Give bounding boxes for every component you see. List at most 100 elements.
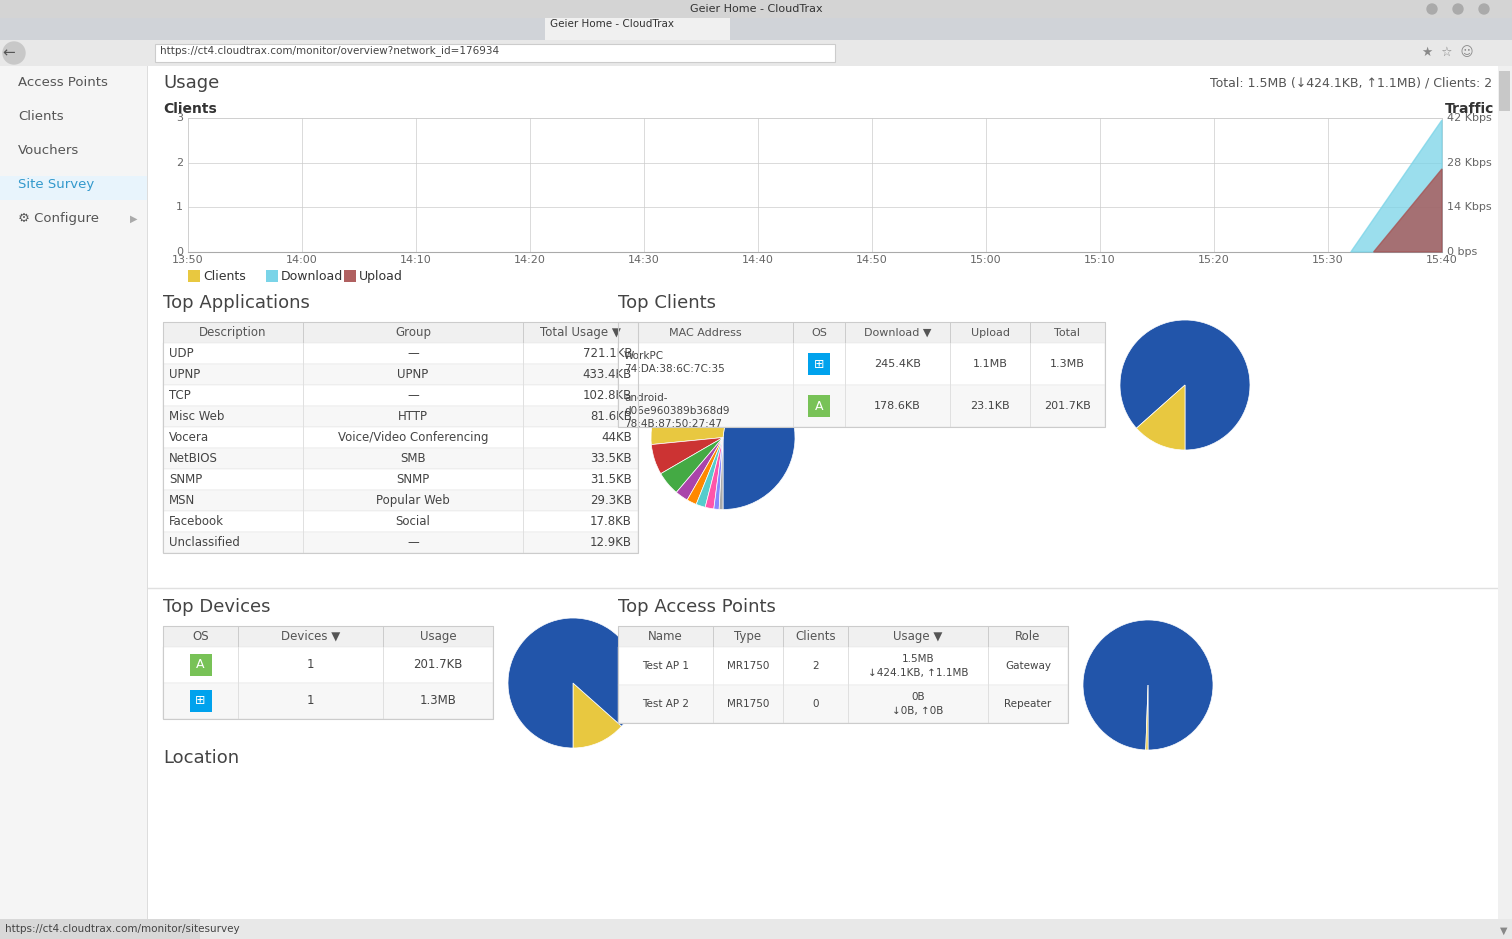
Wedge shape [652,365,733,444]
Text: 2: 2 [175,158,183,168]
Circle shape [3,42,26,64]
Text: 3: 3 [175,113,183,123]
Bar [187,118,1442,252]
Text: 15:10: 15:10 [1084,255,1116,265]
Text: 23.1KB: 23.1KB [971,401,1010,411]
Text: Social: Social [396,515,431,528]
Text: Voice/Video Conferencing: Voice/Video Conferencing [337,431,488,444]
Wedge shape [508,618,638,748]
Text: 1: 1 [307,658,314,671]
Wedge shape [1120,320,1250,450]
Text: ↓0B, ↑0B: ↓0B, ↑0B [892,706,943,716]
Circle shape [1479,4,1489,14]
Text: Geier Home - CloudTrax: Geier Home - CloudTrax [550,19,674,29]
Text: Clients: Clients [163,102,216,116]
Text: 0: 0 [175,247,183,257]
Text: Facebook: Facebook [169,515,224,528]
Text: 15:30: 15:30 [1312,255,1344,265]
Bar [618,322,1105,343]
Text: Group: Group [395,326,431,339]
Text: ▶: ▶ [130,214,138,224]
Text: 14:50: 14:50 [856,255,888,265]
Bar [163,322,638,553]
Text: Download: Download [281,270,343,283]
Text: OS: OS [192,630,209,643]
Text: 1.3MB: 1.3MB [419,695,457,707]
Bar [544,18,730,40]
Bar [0,176,147,200]
Bar [163,364,638,385]
Text: OS: OS [810,328,827,337]
Text: 29.3KB: 29.3KB [590,494,632,507]
Text: 74:DA:38:6C:7C:35: 74:DA:38:6C:7C:35 [624,364,724,374]
Text: Top Clients: Top Clients [618,294,717,312]
Text: 1.5MB: 1.5MB [901,654,934,664]
Text: 28 Kbps: 28 Kbps [1447,158,1492,168]
Text: 14:10: 14:10 [401,255,432,265]
Text: Clients: Clients [18,110,64,123]
Text: Top Applications: Top Applications [163,294,310,312]
Bar [0,66,148,939]
Bar [0,0,1512,18]
Wedge shape [652,438,723,473]
Text: Gateway: Gateway [1005,661,1051,671]
Bar [345,270,355,282]
Text: 0B: 0B [912,692,925,702]
Text: Total: Total [1054,328,1081,337]
Wedge shape [686,438,723,504]
Wedge shape [1083,620,1213,750]
Text: SNMP: SNMP [169,473,203,486]
Bar [163,448,638,469]
Text: 201.7KB: 201.7KB [1045,401,1090,411]
Text: Test AP 2: Test AP 2 [643,699,689,709]
Text: 42 Kbps: 42 Kbps [1447,113,1492,123]
Circle shape [1453,4,1464,14]
Text: 1.1MB: 1.1MB [972,359,1007,369]
Text: Traffic: Traffic [1444,102,1494,116]
Text: Misc Web: Misc Web [169,410,224,423]
Wedge shape [676,438,723,500]
Text: 14 Kbps: 14 Kbps [1447,202,1492,212]
Wedge shape [705,438,723,509]
Text: 178.6KB: 178.6KB [874,401,921,411]
Text: —: — [407,347,419,360]
Bar [163,385,638,406]
Wedge shape [723,366,795,510]
Text: android-: android- [624,393,667,403]
Text: 15:00: 15:00 [971,255,1002,265]
Wedge shape [1137,385,1185,450]
Bar [163,532,638,553]
Text: Clients: Clients [795,630,836,643]
Wedge shape [714,438,723,509]
Bar [163,322,638,343]
Bar [807,395,830,417]
Text: UPNP: UPNP [169,368,200,381]
Bar [187,270,200,282]
Text: 721.1KB: 721.1KB [582,347,632,360]
Text: 14:00: 14:00 [286,255,318,265]
Text: Total: 1.5MB (↓424.1KB, ↑1.1MB) / Clients: 2: Total: 1.5MB (↓424.1KB, ↑1.1MB) / Client… [1210,76,1492,89]
Text: UDP: UDP [169,347,194,360]
Bar [163,490,638,511]
Text: Site Survey: Site Survey [18,178,94,191]
Text: Description: Description [200,326,266,339]
Wedge shape [573,683,621,748]
Text: Usage: Usage [420,630,457,643]
Bar [163,626,493,719]
Text: Role: Role [1016,630,1040,643]
Text: —: — [407,536,419,549]
Text: 1: 1 [307,695,314,707]
Bar [1498,71,1510,111]
Text: Name: Name [649,630,683,643]
Text: ★  ☆  ☺: ★ ☆ ☺ [1421,47,1474,59]
Bar [1498,66,1512,939]
Text: Upload: Upload [358,270,402,283]
Bar [618,626,1067,647]
Text: d06e960389b368d9: d06e960389b368d9 [624,406,729,416]
Text: SNMP: SNMP [396,473,429,486]
Bar [618,322,1105,427]
Text: Vouchers: Vouchers [18,144,79,157]
Polygon shape [1373,169,1442,252]
Text: 433.4KB: 433.4KB [582,368,632,381]
Text: SMB: SMB [401,452,426,465]
